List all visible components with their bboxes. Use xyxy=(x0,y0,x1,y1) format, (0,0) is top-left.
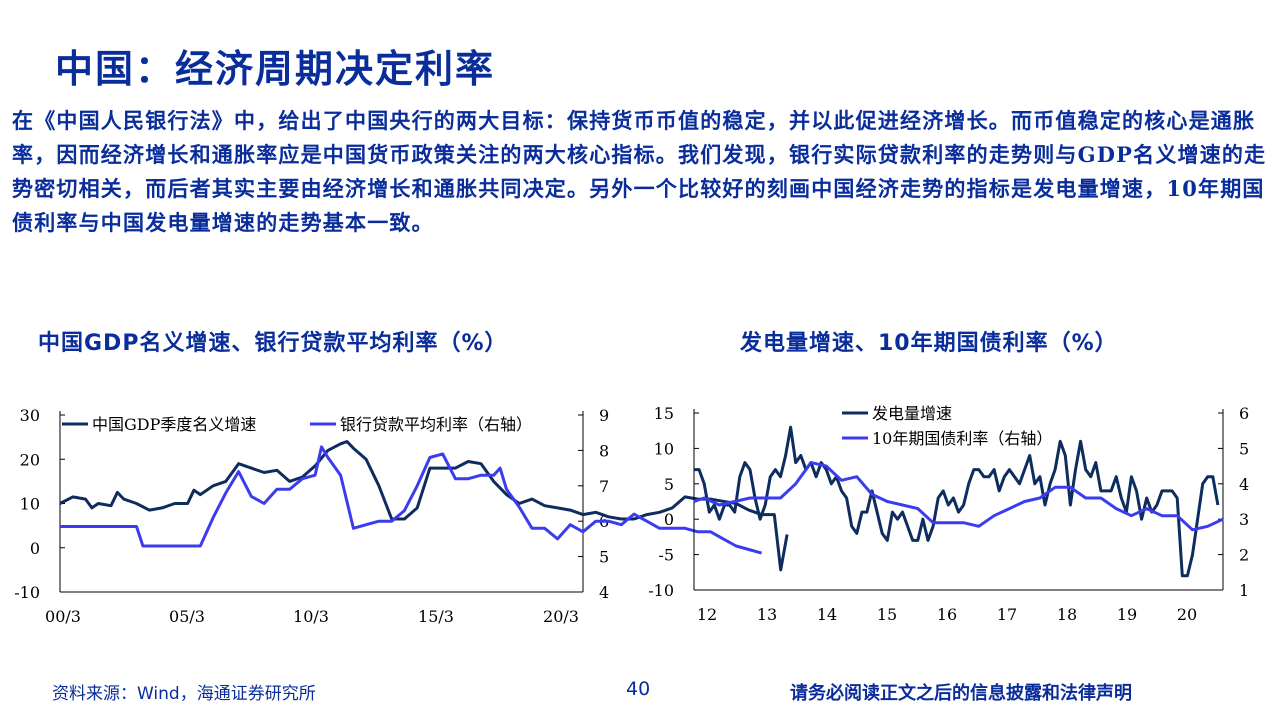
right-tick-label: 6 xyxy=(1239,404,1249,423)
left-tick-label: -10 xyxy=(648,581,674,600)
x-tick-label: 13 xyxy=(757,605,777,624)
left-tick-label: 5 xyxy=(664,475,674,494)
x-tick-label: 20 xyxy=(1177,605,1197,624)
left-tick-label: -10 xyxy=(14,583,40,602)
x-tick-label: 16 xyxy=(937,605,957,624)
legend-label: 10年期国债利率（右轴） xyxy=(872,429,1052,448)
page-number: 40 xyxy=(626,678,651,700)
x-tick-label: 00/3 xyxy=(45,607,81,626)
x-tick-label: 10/3 xyxy=(293,607,329,626)
page-title: 中国：经济周期决定利率 xyxy=(55,46,496,91)
left-tick-label: 15 xyxy=(654,404,674,423)
legend-label: 银行贷款平均利率（右轴） xyxy=(340,415,532,434)
left-tick-label: 30 xyxy=(20,406,40,425)
left-tick-label: 10 xyxy=(654,439,674,458)
x-tick-label: 12 xyxy=(697,605,717,624)
series-line-1 xyxy=(693,461,1224,532)
right-tick-label: 7 xyxy=(599,477,609,496)
chart2-power-bond-yield: 15 10 5 0 -5 -10 6 5 4 3 2 1 12 13 14 15 16 17 18 19 20 发电量增速… xyxy=(648,404,1249,624)
footer-source: 资料来源：Wind，海通证券研究所 xyxy=(52,684,316,704)
right-tick-label: 4 xyxy=(599,583,609,602)
right-tick-label: 4 xyxy=(1239,475,1249,494)
left-tick-label: 20 xyxy=(20,450,40,469)
legend-label: 发电量增速 xyxy=(872,404,952,423)
chart2-title: 发电量增速、10年期国债利率（%） xyxy=(740,331,1118,356)
x-tick-label: 18 xyxy=(1057,605,1077,624)
legend-label: 中国GDP季度名义增速 xyxy=(92,415,256,434)
series-line-0 xyxy=(694,425,1220,578)
x-tick-label: 15/3 xyxy=(418,607,454,626)
x-tick-label: 15 xyxy=(877,605,897,624)
x-tick-label: 20/3 xyxy=(543,607,579,626)
x-tick-label: 05/3 xyxy=(169,607,205,626)
body-paragraph: 在《中国人民银行法》中，给出了中国央行的两大目标：保持货币币值的稳定，并以此促进… xyxy=(12,108,1267,235)
series-line-1 xyxy=(60,445,763,555)
left-tick-label: 0 xyxy=(30,539,40,558)
right-tick-label: 5 xyxy=(599,548,609,567)
right-tick-label: 2 xyxy=(1239,546,1249,565)
right-tick-label: 1 xyxy=(1239,581,1249,600)
right-tick-label: 9 xyxy=(599,406,609,425)
x-tick-label: 14 xyxy=(817,605,837,624)
left-tick-label: 10 xyxy=(20,495,40,514)
chart1-title: 中国GDP名义增速、银行贷款平均利率（%） xyxy=(38,331,508,356)
right-tick-label: 3 xyxy=(1239,510,1249,529)
x-tick-label: 19 xyxy=(1117,605,1137,624)
x-tick-label: 17 xyxy=(997,605,1017,624)
right-tick-label: 8 xyxy=(599,441,609,460)
footer-disclaimer: 请务必阅读正文之后的信息披露和法律声明 xyxy=(790,683,1132,704)
series-line-0 xyxy=(59,440,789,572)
left-tick-label: -5 xyxy=(658,546,674,565)
left-tick-label: 0 xyxy=(664,510,674,529)
right-tick-label: 5 xyxy=(1239,439,1249,458)
